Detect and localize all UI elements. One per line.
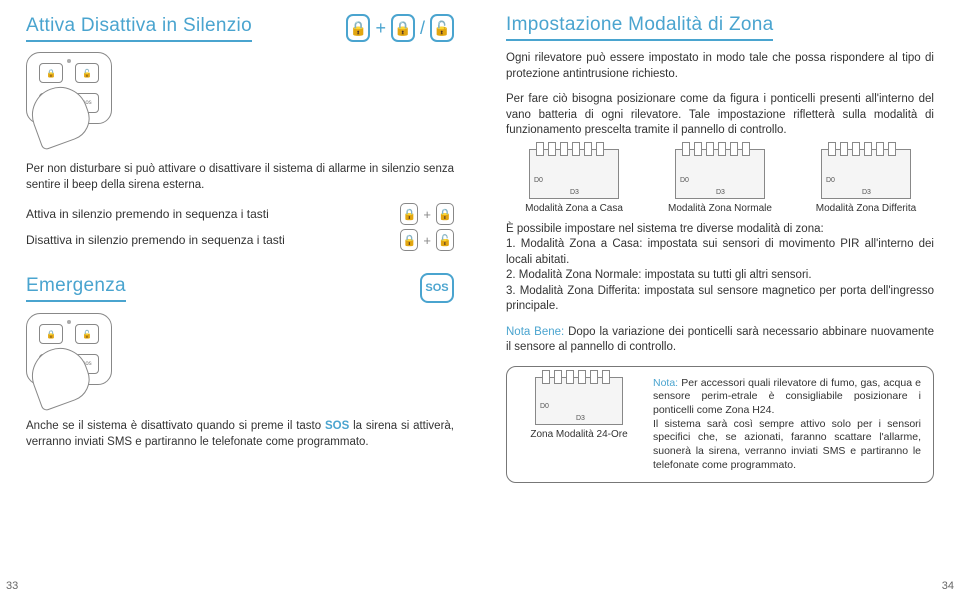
slash-sep: / — [420, 18, 425, 39]
para-silenzio-intro: Per non disturbare si può attivare o dis… — [26, 162, 454, 193]
heading-row-silenzio: Attiva Disattiva in Silenzio 🔒 + 🔒 / 🔓 — [26, 14, 454, 42]
iconbar-lock-combo: 🔒 + 🔒 / 🔓 — [346, 14, 454, 42]
zone-caption-24h: Zona Modalità 24-Ore — [519, 429, 639, 440]
zone-24h-box: D0 D3 Zona Modalità 24-Ore Nota: Per acc… — [506, 366, 934, 483]
disattiva-text: Disattiva in silenzio premendo in sequen… — [26, 233, 285, 247]
lock-closed-icon-2: 🔒 — [391, 14, 415, 42]
chip-diagram-24h: D0 D3 — [535, 377, 623, 425]
chip-label-d3: D3 — [716, 189, 725, 196]
right-page: Impostazione Modalità di Zona Ogni rilev… — [480, 0, 960, 594]
attiva-icons: 🔒 + 🔒 — [400, 203, 454, 225]
remote-btn-unlock-icon: 🔓 — [75, 63, 99, 83]
sos-badge-icon: SOS — [420, 273, 454, 303]
chip-label-d3: D3 — [862, 189, 871, 196]
chip-label-d0: D0 — [826, 177, 835, 184]
chip-label-d3: D3 — [576, 415, 585, 422]
row-attiva: Attiva in silenzio premendo in sequenza … — [26, 203, 454, 225]
lock-closed-icon: 🔒 — [346, 14, 370, 42]
page-number-right: 34 — [942, 580, 954, 592]
chip-label-d3: D3 — [570, 189, 579, 196]
chip-diagram: D0 D3 — [675, 149, 765, 199]
left-page: Attiva Disattiva in Silenzio 🔒 + 🔒 / 🔓 🔒… — [0, 0, 480, 594]
sos-inline: SOS — [325, 420, 349, 432]
box-nota-label: Nota: — [653, 377, 678, 389]
remote-btn-lock-icon: 🔒 — [39, 63, 63, 83]
heading-emergenza: Emergenza — [26, 275, 126, 302]
para-zona-2: Per fare ciò bisogna posizionare come da… — [506, 92, 934, 139]
remote2-btn-unlock-icon: 🔓 — [75, 324, 99, 344]
box-text-b: Il sistema sarà così sempre attivo solo … — [653, 418, 921, 473]
zone-item-differita: D0 D3 Modalità Zona Differita — [798, 149, 934, 214]
zone-caption: Modalità Zona a Casa — [506, 203, 642, 214]
chip-label-d0: D0 — [680, 177, 689, 184]
page-number-left: 33 — [6, 580, 18, 592]
lock-open-icon: 🔓 — [430, 14, 454, 42]
para-emergenza: Anche se il sistema è disattivato quando… — [26, 419, 454, 450]
lock-open-icon-sm: 🔓 — [436, 229, 454, 251]
para3-intro: È possibile impostare nel sistema tre di… — [506, 222, 934, 238]
lock-closed-icon-sm-3: 🔒 — [400, 229, 418, 251]
disattiva-icons: 🔒 + 🔓 — [400, 229, 454, 251]
heading-row-emergenza: Emergenza SOS — [26, 273, 454, 303]
nota-bene-label: Nota Bene: — [506, 326, 564, 338]
remote-illustration-1: 🔒 🔓 ⌂ sos — [26, 52, 112, 124]
attiva-text: Attiva in silenzio premendo in sequenza … — [26, 207, 269, 221]
zone-illustration-row: D0 D3 Modalità Zona a Casa D0 D3 Modalit… — [506, 149, 934, 214]
heading-silenzio: Attiva Disattiva in Silenzio — [26, 15, 252, 42]
lock-closed-icon-sm-2: 🔒 — [436, 203, 454, 225]
zone-item-casa: D0 D3 Modalità Zona a Casa — [506, 149, 642, 214]
remote-illustration-2: 🔒 🔓 ⌂ sos — [26, 313, 112, 385]
heading-zona: Impostazione Modalità di Zona — [506, 14, 773, 41]
plus-icon-sm-2: + — [423, 233, 431, 248]
remote2-btn-lock-icon: 🔒 — [39, 324, 63, 344]
para3-3: 3. Modalità Zona Differita: impostata su… — [506, 284, 934, 315]
nota-bene: Nota Bene: Dopo la variazione dei pontic… — [506, 325, 934, 356]
plus-icon-sm: + — [423, 207, 431, 222]
box-right: Nota: Per accessori quali rilevatore di … — [653, 377, 921, 472]
zone-caption: Modalità Zona Differita — [798, 203, 934, 214]
lock-closed-icon-sm: 🔒 — [400, 203, 418, 225]
chip-label-d0: D0 — [534, 177, 543, 184]
zone-item-normale: D0 D3 Modalità Zona Normale — [652, 149, 788, 214]
para3-1: 1. Modalità Zona a Casa: impostata sui s… — [506, 237, 934, 268]
chip-diagram: D0 D3 — [529, 149, 619, 199]
nota-bene-text: Dopo la variazione dei ponticelli sarà n… — [506, 326, 934, 354]
row-disattiva: Disattiva in silenzio premendo in sequen… — [26, 229, 454, 251]
chip-diagram: D0 D3 — [821, 149, 911, 199]
para-zona-1: Ogni rilevatore può essere impostato in … — [506, 51, 934, 82]
box-left: D0 D3 Zona Modalità 24-Ore — [519, 377, 639, 472]
zone-caption: Modalità Zona Normale — [652, 203, 788, 214]
chip-label-d0: D0 — [540, 403, 549, 410]
plus-icon: + — [375, 18, 386, 39]
box-text-a: Per accessori quali rilevatore di fumo, … — [653, 377, 921, 416]
para3-2: 2. Modalità Zona Normale: impostata su t… — [506, 268, 934, 284]
para-emergenza-a: Anche se il sistema è disattivato quando… — [26, 420, 325, 432]
